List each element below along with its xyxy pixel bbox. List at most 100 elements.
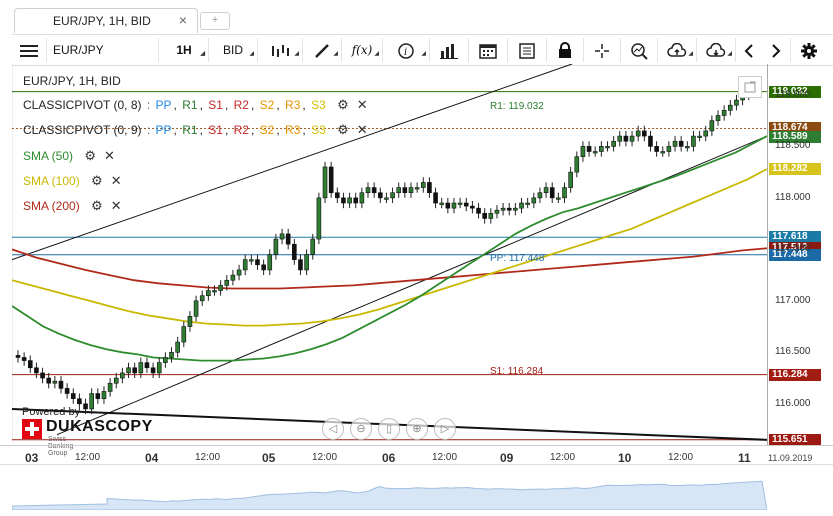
candle-body xyxy=(353,197,359,204)
candle-body xyxy=(255,259,260,266)
close-tab-icon[interactable]: × xyxy=(178,12,187,28)
candle-body xyxy=(727,104,733,111)
forward-icon[interactable] xyxy=(762,38,791,62)
pivot-s1: S1 xyxy=(208,98,223,112)
candle-body xyxy=(156,362,162,374)
zoom-in-button[interactable]: ⊕ xyxy=(406,418,428,440)
upload-icon[interactable]: ◢ xyxy=(658,38,697,62)
remove-icon[interactable]: ✕ xyxy=(110,173,122,188)
candle-body xyxy=(703,130,709,137)
period-selector[interactable]: 1H ◢ xyxy=(160,38,209,62)
price-axis[interactable] xyxy=(767,64,827,445)
bar-chart-icon[interactable] xyxy=(430,38,469,62)
lock-icon[interactable] xyxy=(547,38,584,62)
sma50-name: SMA (50) xyxy=(23,149,74,163)
candle-body xyxy=(420,182,426,188)
candle-body xyxy=(427,182,432,194)
settings-icon[interactable]: ⚙ xyxy=(91,173,103,188)
remove-icon[interactable]: ✕ xyxy=(356,97,368,112)
pivot-r1: R1 xyxy=(182,98,198,112)
pivot-name: CLASSICPIVOT (0, 8) xyxy=(23,98,142,112)
y-tick-label: 117.500 xyxy=(775,243,811,255)
table-icon[interactable] xyxy=(508,38,547,62)
candle-body xyxy=(660,151,666,154)
crosshair-icon[interactable] xyxy=(584,38,621,62)
brand-logo: Powered by DUKASCOPY Swiss Banking Group xyxy=(22,406,152,457)
pivot-legend-2: CLASSICPIVOT (0, 9) : PP, R1, S1, R2, S2… xyxy=(23,122,368,137)
candle-body xyxy=(537,192,543,199)
candle-body xyxy=(316,197,322,240)
candle-body xyxy=(181,326,187,343)
y-tick-label: 116.000 xyxy=(775,397,811,409)
back-icon[interactable] xyxy=(736,38,762,62)
candle-body xyxy=(599,146,604,152)
instrument-label: EUR/JPY xyxy=(53,43,104,57)
navigator[interactable] xyxy=(12,466,767,510)
scroll-right-button[interactable]: ▷ xyxy=(434,418,456,440)
candle-body xyxy=(267,254,273,271)
candle-body xyxy=(58,380,64,389)
hamburger-icon[interactable] xyxy=(12,38,47,62)
candle-body xyxy=(734,99,739,106)
calendar-icon[interactable] xyxy=(469,38,508,62)
reset-button[interactable]: ▯ xyxy=(378,418,400,440)
x-tick-label: 12:00 xyxy=(195,452,221,463)
fx-icon[interactable]: f(x) ◢ xyxy=(342,38,383,62)
price-tag: 115.651 xyxy=(769,433,821,446)
zoom-out-button[interactable]: ⊖ xyxy=(350,418,372,440)
candle-body xyxy=(328,166,334,194)
settings-icon[interactable]: ⚙ xyxy=(84,148,97,163)
info-icon[interactable]: i ◢ xyxy=(383,38,430,62)
candle-body xyxy=(113,377,119,384)
svg-text:i: i xyxy=(404,47,407,58)
instrument-selector[interactable]: EUR/JPY xyxy=(47,38,159,62)
settings-icon[interactable]: ⚙ xyxy=(337,122,349,137)
side-selector[interactable]: BID ◢ xyxy=(209,38,258,62)
candle-body xyxy=(89,393,94,410)
candle-body xyxy=(592,151,598,154)
sma100-name: SMA (100) xyxy=(23,174,80,188)
x-tick-label: 11 xyxy=(738,451,751,465)
x-tick-label: 12:00 xyxy=(75,452,101,463)
candle-body xyxy=(15,355,21,358)
candle-body xyxy=(341,197,346,204)
candle-body xyxy=(525,202,530,205)
candle-body xyxy=(543,187,549,194)
scroll-left-button[interactable]: ◁ xyxy=(322,418,344,440)
candle-body xyxy=(635,130,641,137)
settings-icon[interactable]: ⚙ xyxy=(337,97,349,112)
candle-body xyxy=(556,197,561,200)
chart-type-icon[interactable]: ◢ xyxy=(258,38,303,62)
price-chart[interactable] xyxy=(12,64,767,445)
chart-tab[interactable]: EUR/JPY, 1H, BID × xyxy=(14,8,198,33)
new-tab-button[interactable]: + xyxy=(200,12,230,30)
candle-body xyxy=(95,393,101,399)
side-label: BID xyxy=(222,43,243,57)
x-tick-label: 06 xyxy=(382,451,396,465)
candle-body xyxy=(144,362,150,369)
trend-line-upper xyxy=(12,64,573,261)
remove-icon[interactable]: ✕ xyxy=(104,148,115,163)
settings-icon[interactable]: ⚙ xyxy=(91,198,103,213)
candle-body xyxy=(580,146,586,157)
remove-icon[interactable]: ✕ xyxy=(110,198,122,213)
candle-body xyxy=(292,243,297,260)
zoom-icon[interactable] xyxy=(621,38,658,62)
draw-line-icon[interactable]: ◢ xyxy=(303,38,342,62)
candle-body xyxy=(384,197,389,200)
pivot-r2: R2 xyxy=(233,123,249,137)
candle-body xyxy=(193,300,199,317)
candle-body xyxy=(27,360,33,369)
price-tag: 117.448 xyxy=(769,248,821,261)
remove-icon[interactable]: ✕ xyxy=(356,122,368,137)
candle-body xyxy=(574,156,580,173)
candle-body xyxy=(654,146,659,152)
gear-icon[interactable] xyxy=(791,38,827,62)
candle-body xyxy=(611,140,616,147)
price-tag: 116.284 xyxy=(769,368,821,381)
pivot-s2: S2 xyxy=(259,123,275,137)
candle-body xyxy=(494,209,500,214)
expand-icon[interactable] xyxy=(738,76,762,98)
download-icon[interactable]: ◢ xyxy=(697,38,736,62)
pp-annotation: PP: 117.448 xyxy=(490,253,545,264)
